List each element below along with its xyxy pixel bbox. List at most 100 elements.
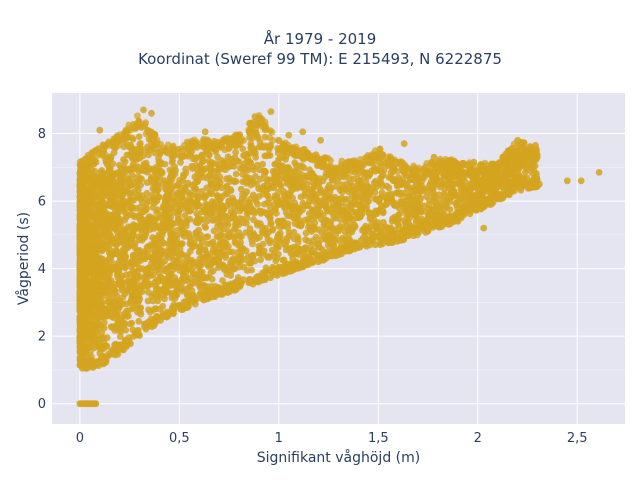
data-point [215, 260, 223, 268]
data-point [167, 225, 175, 233]
data-point [456, 167, 464, 175]
data-point [154, 193, 162, 200]
data-point [394, 215, 402, 223]
data-point [99, 188, 106, 196]
data-point [128, 148, 136, 156]
data-point [192, 155, 200, 163]
data-point [156, 159, 164, 167]
data-point [410, 210, 418, 218]
data-point [135, 133, 143, 141]
data-point [253, 235, 261, 243]
data-point [237, 185, 245, 193]
data-point [198, 272, 206, 279]
data-point [119, 294, 127, 301]
data-point [130, 154, 137, 161]
data-point [312, 233, 320, 241]
data-point [142, 267, 149, 275]
data-point [144, 253, 151, 261]
data-point [204, 233, 212, 241]
data-point [76, 239, 84, 247]
data-point [82, 237, 90, 245]
data-point [341, 235, 348, 243]
data-point [80, 203, 88, 211]
data-point [82, 318, 89, 326]
data-point [453, 203, 461, 211]
data-point [126, 181, 134, 189]
data-point [105, 212, 113, 219]
data-point [112, 211, 120, 219]
data-point [232, 239, 240, 247]
data-point [239, 245, 247, 253]
data-point [265, 252, 272, 260]
data-point [284, 212, 292, 220]
data-point [162, 284, 170, 292]
data-point [98, 247, 106, 255]
data-point [181, 183, 189, 191]
data-point [261, 152, 269, 160]
data-point [176, 266, 184, 274]
data-point [211, 255, 219, 263]
data-point [385, 184, 393, 192]
data-point [196, 235, 203, 242]
data-point [206, 202, 214, 210]
data-point [367, 187, 375, 194]
data-point [138, 166, 145, 174]
data-point [443, 204, 450, 211]
data-point [277, 172, 285, 180]
data-point [335, 227, 343, 234]
data-point [115, 325, 123, 332]
data-point [329, 239, 336, 247]
data-point [287, 201, 294, 209]
data-point [144, 215, 151, 223]
data-point [232, 170, 240, 178]
data-point [286, 170, 294, 178]
data-point [251, 257, 259, 265]
data-point [186, 207, 194, 215]
data-point [437, 196, 444, 204]
data-point [182, 169, 190, 177]
data-point [216, 227, 224, 235]
data-point [286, 190, 294, 198]
data-point [145, 151, 152, 159]
data-point [264, 192, 272, 200]
data-point [260, 171, 268, 179]
data-point [268, 226, 276, 234]
data-point [447, 174, 455, 182]
data-point [124, 223, 132, 231]
data-point [86, 266, 93, 274]
data-point [301, 190, 309, 198]
data-point [297, 177, 305, 185]
data-point [285, 232, 293, 240]
data-point [373, 225, 381, 233]
data-point [250, 210, 258, 217]
data-point [76, 326, 84, 334]
data-point [76, 226, 84, 234]
data-point [397, 198, 404, 206]
data-point [176, 183, 184, 191]
data-point [214, 204, 222, 211]
data-point [130, 269, 138, 277]
data-point [441, 185, 449, 193]
data-point [77, 253, 85, 261]
data-point [342, 203, 350, 210]
data-point [176, 191, 184, 199]
data-point [300, 164, 308, 172]
data-point [198, 169, 206, 177]
chart-subtitle: Koordinat (Sweref 99 TM): E 215493, N 62… [138, 50, 502, 68]
data-point [326, 184, 334, 192]
data-point [153, 262, 161, 270]
data-point [121, 247, 129, 254]
data-point [379, 223, 386, 231]
data-point [378, 202, 385, 210]
data-point [377, 162, 385, 170]
data-point [217, 238, 224, 245]
data-point [122, 253, 130, 261]
data-point [480, 185, 488, 192]
data-point [397, 179, 404, 187]
data-point [193, 210, 201, 217]
data-point [145, 282, 152, 289]
data-point [296, 221, 304, 229]
data-point [433, 181, 440, 189]
data-point [366, 215, 374, 223]
